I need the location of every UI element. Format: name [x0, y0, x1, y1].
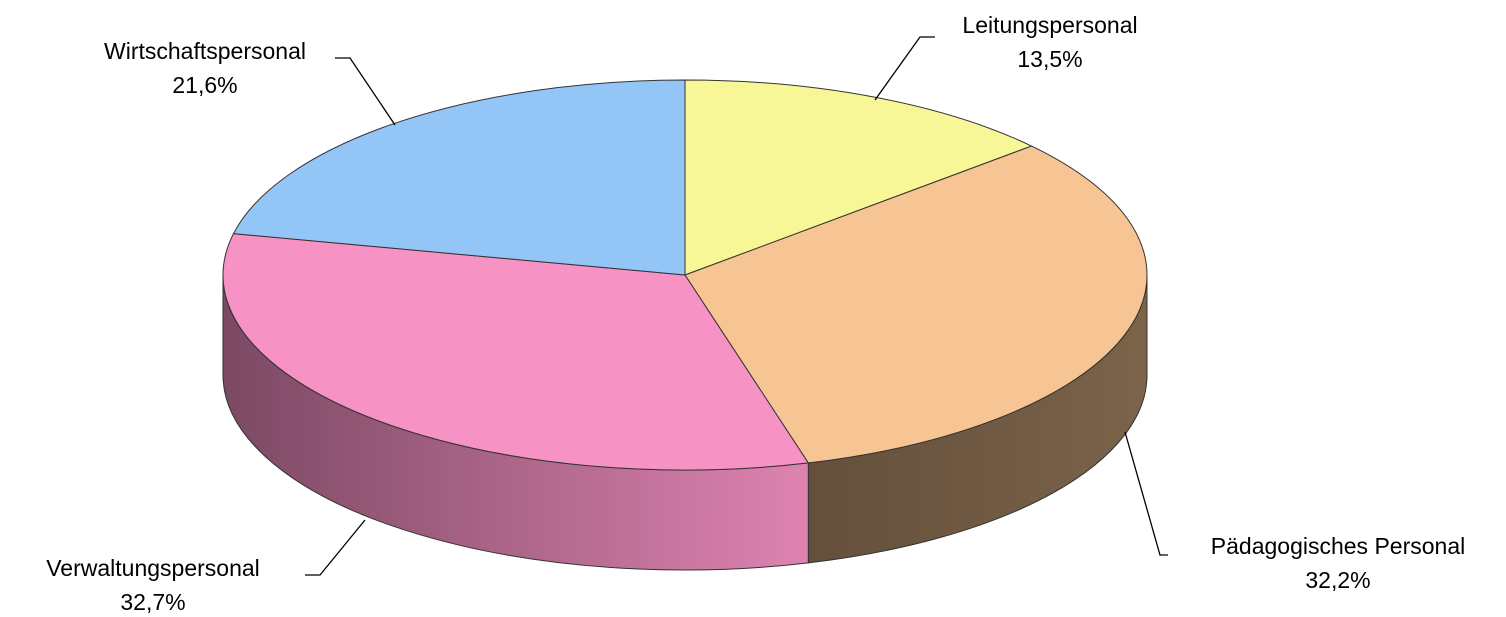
leader-line [874, 36, 935, 101]
leader-line [1124, 431, 1168, 556]
slice-value-label: 32,7% [120, 589, 185, 615]
slice [222, 233, 810, 471]
slice-value-label: 13,5% [1017, 46, 1082, 72]
slice [684, 145, 1148, 464]
slice [232, 79, 686, 276]
slice-value-label: 32,2% [1305, 567, 1370, 593]
slice-label: Pädagogisches Personal [1211, 533, 1465, 559]
slice [684, 79, 1033, 276]
leader-line [335, 57, 396, 126]
slice-label: Wirtschaftspersonal [104, 38, 306, 64]
slice-value-label: 21,6% [172, 72, 237, 98]
slice-label: Leitungspersonal [962, 12, 1137, 38]
slice-label: Verwaltungspersonal [46, 555, 260, 581]
leader-line [305, 519, 366, 576]
